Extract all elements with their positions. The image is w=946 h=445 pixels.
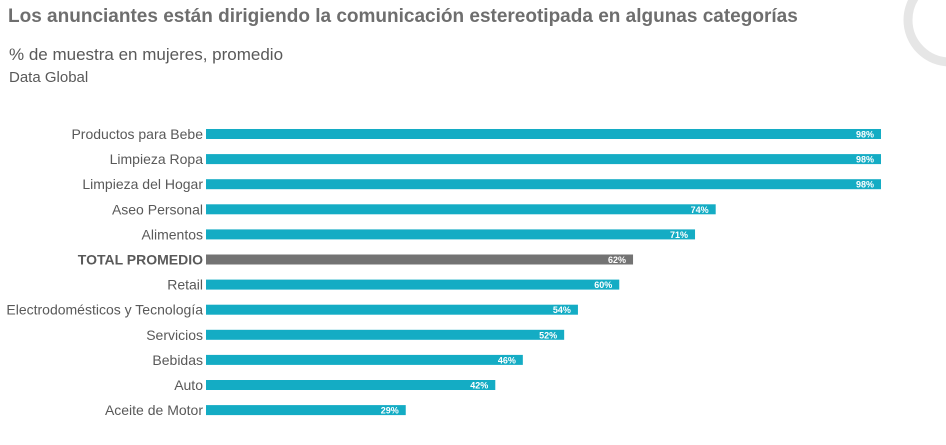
- category-label: Aceite de Motor: [105, 402, 203, 418]
- bar: [206, 279, 620, 290]
- data-label: 62%: [608, 255, 626, 265]
- category-label: TOTAL PROMEDIO: [78, 252, 203, 268]
- bar: [206, 405, 406, 416]
- chart-title: Los anunciantes están dirigiendo la comu…: [8, 6, 798, 27]
- bar: [206, 179, 881, 190]
- bar: [206, 129, 881, 139]
- category-label: Electrodomésticos y Tecnología: [6, 302, 203, 318]
- bar: [206, 304, 578, 315]
- data-label: 98%: [856, 180, 874, 190]
- data-label: 74%: [691, 205, 709, 215]
- bar: [206, 154, 881, 165]
- bar: [206, 254, 634, 265]
- data-label: 42%: [470, 381, 488, 391]
- data-label: 54%: [553, 305, 571, 315]
- data-label: 52%: [539, 330, 557, 340]
- category-label: Bebidas: [152, 352, 203, 368]
- category-label: Retail: [167, 277, 203, 293]
- category-label: Productos para Bebe: [71, 126, 203, 142]
- data-label: 98%: [856, 130, 874, 140]
- data-label: 46%: [498, 355, 516, 365]
- bar: [206, 380, 496, 390]
- chart-subtitle: % de muestra en mujeres, promedio: [9, 45, 284, 64]
- bar: [206, 204, 716, 215]
- data-label: 71%: [670, 230, 688, 240]
- data-label: 98%: [856, 155, 874, 165]
- decorative-arc-icon: [903, 0, 946, 67]
- category-label: Aseo Personal: [112, 201, 203, 217]
- category-label: Limpieza Ropa: [110, 151, 204, 167]
- bar: [206, 229, 696, 240]
- data-label: 60%: [594, 280, 612, 290]
- category-label: Limpieza del Hogar: [82, 176, 203, 192]
- category-label: Auto: [174, 377, 203, 393]
- category-label: Alimentos: [142, 226, 203, 242]
- category-label: Servicios: [146, 327, 203, 343]
- chart-source-note: Data Global: [9, 69, 89, 86]
- bar: [206, 329, 565, 340]
- bar: [206, 354, 523, 365]
- data-label: 29%: [381, 406, 399, 416]
